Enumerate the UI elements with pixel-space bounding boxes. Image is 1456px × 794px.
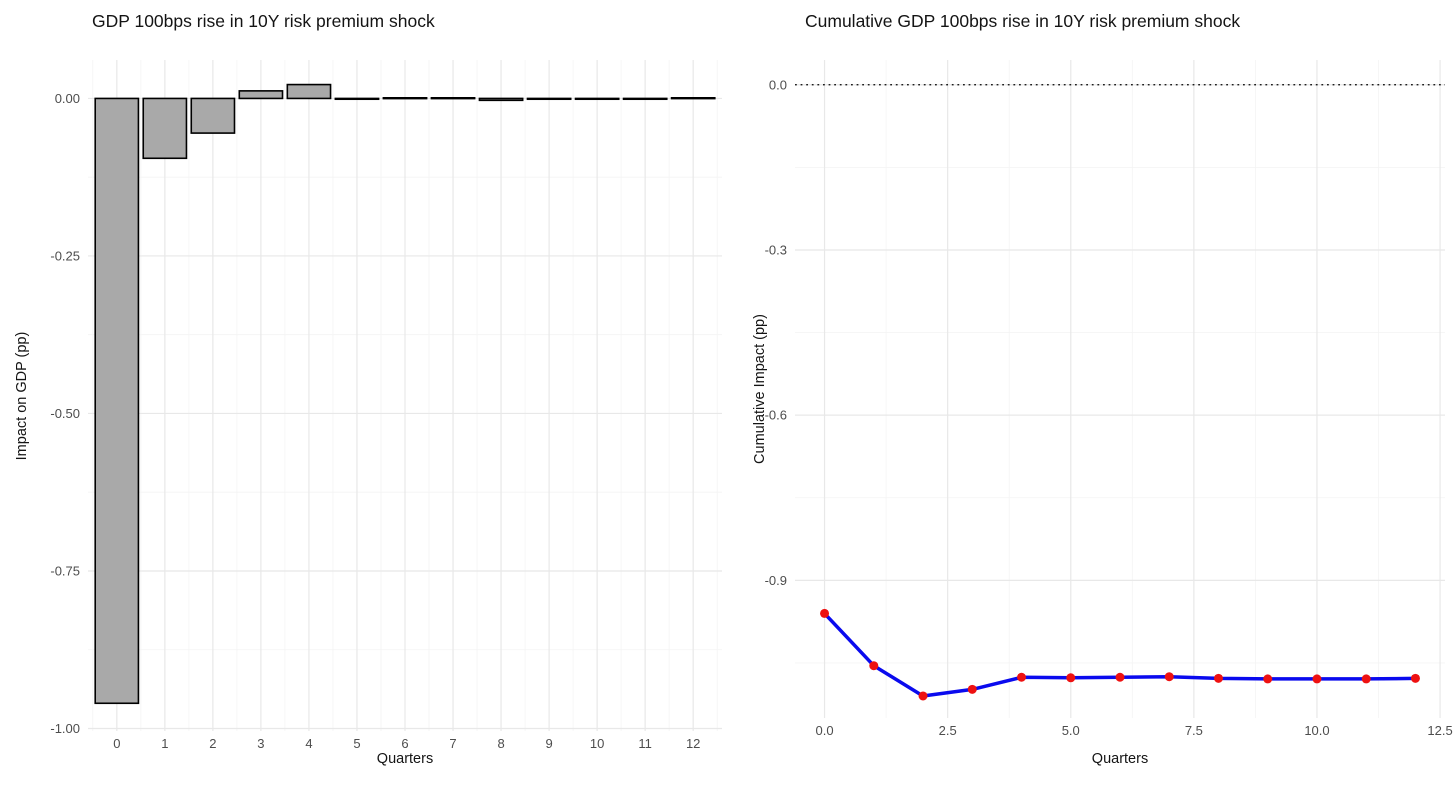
y-tick-label: -1.00 (50, 721, 80, 736)
x-tick-label: 2.5 (939, 723, 957, 738)
bar (190, 97, 236, 134)
y-tick-label: 0.00 (55, 91, 80, 106)
x-tick-label: 6 (401, 736, 408, 751)
x-tick-label: 12 (686, 736, 700, 751)
y-tick-label: -0.9 (765, 573, 787, 588)
x-tick-label: 7 (449, 736, 456, 751)
bar (670, 97, 716, 100)
x-axis-label: Quarters (376, 751, 434, 767)
data-point (1213, 673, 1223, 683)
data-point (918, 691, 928, 701)
x-tick-label: 0.0 (816, 723, 834, 738)
y-tick-label: -0.25 (50, 248, 80, 263)
x-axis-label: Quarters (1091, 751, 1149, 767)
x-tick-label: 4 (305, 736, 312, 751)
x-tick-label: 5.0 (1062, 723, 1080, 738)
x-tick-label: 7.5 (1185, 723, 1203, 738)
data-point (1410, 673, 1420, 683)
cumulative-line (822, 611, 1418, 698)
y-tick-label: 0.0 (769, 77, 787, 92)
data-point (820, 608, 830, 618)
data-point (1017, 672, 1027, 682)
x-tick-label: 3 (257, 736, 264, 751)
irf-bar-chart: GDP 100bps rise in 10Y risk premium shoc… (14, 11, 722, 767)
bar (286, 83, 332, 100)
chart-title: GDP 100bps rise in 10Y risk premium shoc… (92, 11, 435, 31)
x-tick-label: 10.0 (1304, 723, 1329, 738)
x-tick-label: 10 (590, 736, 604, 751)
data-point (869, 661, 879, 671)
bar (334, 97, 380, 101)
data-point (1312, 674, 1322, 684)
data-point (1115, 672, 1125, 682)
y-tick-label: -0.3 (765, 242, 787, 257)
cumulative-line-chart: Cumulative GDP 100bps rise in 10Y risk p… (728, 0, 1456, 794)
x-tick-label: 11 (638, 736, 652, 751)
bar (142, 97, 188, 160)
x-tick-label: 2 (209, 736, 216, 751)
bar (478, 97, 524, 102)
bar (430, 97, 476, 100)
bar (94, 97, 140, 705)
y-tick-label: -0.50 (50, 406, 80, 421)
bar (574, 97, 620, 101)
cumulative-line-plot-svg: 0.0 -0.3 -0.6 -0.9 0.0 2.5 5.0 7.5 10.0 12.5 (765, 60, 1453, 738)
x-tick-label: 9 (545, 736, 552, 751)
y-tick-label: -0.75 (50, 563, 80, 578)
irf-bar-plot-svg: 0.00-0.25-0.50-0.75-1.000 1 2 3 4 5 6 7 8 9 10 11 12 (50, 60, 722, 751)
y-tick-label: -0.6 (765, 408, 787, 423)
data-point (1066, 673, 1076, 683)
x-tick-label: 0 (113, 736, 120, 751)
x-tick-label: 5 (353, 736, 360, 751)
bar (238, 90, 284, 100)
bar (526, 97, 572, 101)
bar (382, 97, 428, 100)
x-tick-label: 12.5 (1427, 723, 1452, 738)
x-tick-label: 1 (161, 736, 168, 751)
data-point (1164, 672, 1174, 682)
data-point (1361, 674, 1371, 684)
data-point (1263, 674, 1273, 684)
bar (622, 97, 668, 101)
data-point (967, 684, 977, 694)
chart-title: Cumulative GDP 100bps rise in 10Y risk p… (805, 11, 1241, 31)
x-tick-label: 8 (497, 736, 504, 751)
